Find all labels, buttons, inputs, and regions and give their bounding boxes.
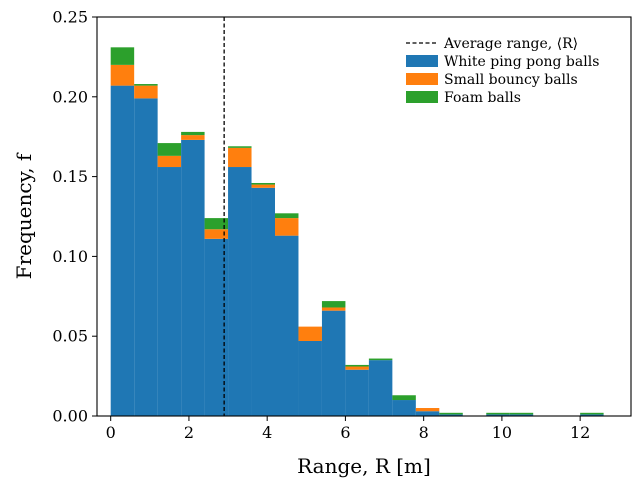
x-tick-label: 10: [492, 423, 512, 442]
y-tick-label: 0.15: [52, 167, 88, 186]
bar-white-ping-pong-balls-bin-12: [392, 400, 416, 416]
bar-foam-balls-bin-0: [110, 47, 135, 65]
bar-white-ping-pong-balls-bin-16: [486, 414, 510, 416]
bar-small-bouncy-balls-bin-2: [157, 155, 182, 168]
bar-foam-balls-bin-2: [157, 143, 182, 156]
bar-white-ping-pong-balls-bin-14: [439, 414, 463, 416]
y-tick-label: 0.05: [52, 327, 88, 346]
bar-foam-balls-bin-10: [345, 364, 369, 367]
x-tick-label: 8: [419, 423, 429, 442]
bar-white-ping-pong-balls-bin-3: [181, 139, 205, 416]
histogram-bars: [110, 47, 604, 417]
y-tick-label: 0.00: [52, 407, 88, 426]
bar-small-bouncy-balls-bin-10: [345, 366, 369, 370]
legend-swatch-foam-balls: [406, 91, 438, 103]
bar-white-ping-pong-balls-bin-11: [368, 360, 393, 416]
bar-white-ping-pong-balls-bin-17: [509, 414, 534, 416]
x-tick-label: 12: [570, 423, 590, 442]
bar-white-ping-pong-balls-bin-2: [157, 167, 182, 416]
bar-foam-balls-bin-4: [204, 218, 229, 230]
legend-swatch-small-bouncy-balls: [406, 73, 438, 85]
bar-white-ping-pong-balls-bin-5: [228, 167, 252, 416]
bar-foam-balls-bin-17: [509, 412, 534, 415]
bar-foam-balls-bin-14: [439, 412, 463, 415]
bar-small-bouncy-balls-bin-6: [251, 184, 275, 188]
bar-foam-balls-bin-12: [392, 395, 416, 401]
legend-average-label: Average range, ⟨R⟩: [443, 36, 578, 52]
bar-foam-balls-bin-3: [181, 131, 205, 136]
bar-small-bouncy-balls-bin-1: [134, 85, 158, 99]
bar-white-ping-pong-balls-bin-6: [251, 187, 275, 416]
bar-foam-balls-bin-7: [275, 213, 299, 219]
bar-small-bouncy-balls-bin-8: [298, 326, 322, 341]
bar-foam-balls-bin-11: [368, 358, 393, 361]
bar-foam-balls-bin-6: [251, 182, 275, 185]
bar-white-ping-pong-balls-bin-0: [110, 85, 135, 417]
y-tick-label: 0.25: [52, 8, 88, 27]
bar-foam-balls-bin-20: [580, 412, 604, 415]
bar-foam-balls-bin-5: [228, 146, 252, 148]
bar-foam-balls-bin-16: [486, 412, 510, 415]
bar-small-bouncy-balls-bin-9: [321, 307, 346, 311]
legend-label-foam-balls: Foam balls: [444, 90, 521, 106]
bar-white-ping-pong-balls-bin-20: [580, 414, 604, 416]
bar-white-ping-pong-balls-bin-10: [345, 369, 369, 416]
x-axis-label: Range, R [m]: [297, 454, 431, 478]
bar-white-ping-pong-balls-bin-13: [415, 411, 440, 416]
bar-small-bouncy-balls-bin-4: [204, 229, 229, 239]
x-tick-label: 2: [184, 423, 194, 442]
bar-small-bouncy-balls-bin-13: [415, 408, 440, 412]
bar-white-ping-pong-balls-bin-1: [134, 98, 158, 416]
x-tick-label: 6: [340, 423, 350, 442]
legend-label-small-bouncy-balls: Small bouncy balls: [444, 72, 578, 88]
bar-small-bouncy-balls-bin-5: [228, 147, 252, 168]
plot-frame: [96, 16, 632, 417]
bar-white-ping-pong-balls-bin-9: [321, 310, 346, 416]
legend-swatch-white-ping-pong-balls: [406, 55, 438, 67]
bar-white-ping-pong-balls-bin-7: [275, 235, 299, 416]
y-axis-ticks: 0.00 0.05 0.10 0.15 0.20 0.25: [52, 8, 97, 426]
bar-small-bouncy-balls-bin-7: [275, 218, 299, 236]
legend: Average range, ⟨R⟩ White ping pong balls S…: [406, 36, 599, 106]
bar-small-bouncy-balls-bin-0: [110, 64, 135, 86]
bar-small-bouncy-balls-bin-3: [181, 135, 205, 140]
bar-white-ping-pong-balls-bin-8: [298, 340, 322, 416]
y-tick-label: 0.10: [52, 247, 88, 266]
x-tick-label: 4: [262, 423, 272, 442]
bar-white-ping-pong-balls-bin-4: [204, 238, 229, 416]
y-axis-label: Frequency, f: [12, 152, 36, 279]
bar-foam-balls-bin-9: [321, 301, 346, 308]
x-tick-label: 0: [106, 423, 116, 442]
bar-foam-balls-bin-1: [134, 84, 158, 86]
x-axis-ticks: 0 2 4 6 8 10 12: [106, 416, 590, 442]
y-tick-label: 0.20: [52, 87, 88, 106]
legend-label-white-ping-pong-balls: White ping pong balls: [444, 54, 599, 70]
